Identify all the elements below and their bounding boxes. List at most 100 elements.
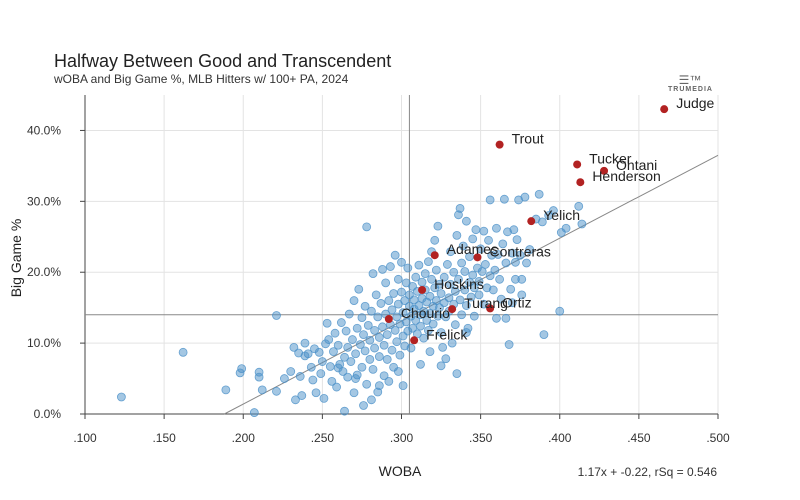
scatter-point: [389, 289, 398, 298]
scatter-point: [336, 318, 346, 327]
scatter-point: [444, 293, 454, 303]
scatter-point: [561, 223, 571, 233]
scatter-point: [403, 263, 413, 273]
scatter-point: [363, 320, 373, 330]
scatter-point: [393, 274, 403, 284]
scatter-point: [392, 337, 402, 347]
scatter-point: [461, 328, 471, 337]
scatter-point: [476, 244, 486, 254]
scatter-point: [362, 222, 372, 232]
scatter-point: [488, 285, 498, 295]
scatter-point: [368, 269, 378, 279]
scatter-point: [436, 289, 446, 298]
scatter-point: [382, 330, 392, 340]
point-label: Contreras: [489, 243, 550, 259]
scatter-point: [367, 306, 376, 316]
scatter-point: [460, 285, 470, 295]
scatter-point: [368, 364, 378, 374]
scatter-point: [496, 294, 506, 304]
scatter-point: [549, 206, 558, 215]
scatter-point: [455, 204, 465, 213]
scatter-point: [424, 257, 433, 266]
scatter-point: [474, 277, 484, 286]
highlighted-point: [660, 105, 669, 114]
scatter-point: [501, 258, 511, 268]
scatter-point: [387, 305, 397, 315]
y-tick-label: 20.0%: [27, 265, 61, 279]
scatter-point: [446, 279, 455, 289]
highlighted-point: [418, 285, 427, 294]
scatter-point: [490, 265, 500, 275]
scatter-point: [416, 321, 425, 331]
scatter-point: [341, 326, 351, 336]
highlighted-point: [576, 178, 585, 187]
scatter-point: [465, 277, 474, 287]
point-label: Ortiz: [502, 294, 532, 310]
scatter-point: [450, 320, 460, 330]
scatter-point: [507, 248, 517, 258]
scatter-point: [390, 325, 400, 335]
scatter-point: [501, 313, 511, 323]
point-label: Henderson: [592, 168, 661, 184]
scatter-point: [374, 381, 384, 391]
scatter-point: [460, 267, 470, 276]
scatter-point: [539, 330, 549, 340]
scatter-point: [322, 318, 332, 328]
scatter-point: [397, 287, 406, 297]
scatter-point: [520, 192, 530, 202]
point-label: Hoskins: [434, 276, 484, 292]
scatter-point: [295, 372, 305, 381]
scatter-point: [379, 340, 389, 350]
scatter-point: [517, 290, 527, 300]
scatter-point: [492, 313, 501, 323]
scatter-point: [365, 355, 375, 364]
scatter-point: [332, 382, 342, 392]
scatter-point: [450, 286, 460, 296]
scatter-point: [468, 270, 478, 280]
scatter-point: [479, 299, 489, 309]
scatter-point: [393, 367, 403, 376]
x-axis-label: WOBA: [378, 463, 422, 479]
scatter-point: [329, 347, 338, 357]
scatter-point: [512, 235, 522, 245]
point-label: Frelick: [426, 326, 468, 342]
highlighted-point: [527, 217, 536, 226]
scatter-point: [477, 267, 487, 276]
scatter-point: [349, 296, 359, 305]
fit-equation: 1.17x + -0.22, rSq = 0.546: [577, 465, 717, 479]
scatter-point: [116, 392, 126, 402]
highlighted-points: [384, 105, 669, 345]
scatter-point: [411, 316, 421, 325]
scatter-point: [425, 347, 435, 357]
scatter-point: [381, 278, 391, 288]
scatter-point: [333, 340, 343, 350]
scatter-point: [454, 274, 463, 284]
scatter-point: [344, 309, 354, 319]
highlighted-point: [448, 305, 457, 314]
scatter-point: [311, 388, 321, 398]
point-label: Yelich: [543, 207, 580, 223]
scatter-point: [427, 274, 436, 284]
x-tick-label: .350: [469, 431, 493, 445]
scatter-point: [458, 241, 468, 251]
scatter-point: [360, 346, 370, 356]
scatter-point: [493, 250, 503, 259]
scatter-point: [446, 247, 455, 257]
scatter-point: [362, 379, 372, 389]
scatter-point: [392, 312, 402, 322]
point-label: Turang: [464, 295, 508, 311]
scatter-point: [371, 290, 381, 300]
scatter-point: [439, 272, 449, 282]
scatter-point: [395, 350, 405, 360]
x-tick-label: .450: [627, 431, 651, 445]
y-axis-label: Big Game %: [8, 218, 24, 298]
scatter-point: [411, 272, 421, 282]
highlighted-point: [486, 304, 495, 313]
scatter-point: [442, 260, 452, 269]
scatter-point: [272, 386, 281, 396]
scatter-point: [484, 235, 493, 245]
axes: .100 .150 .200 .250 .300 .350 .400 .450 .500 0.0%…: [27, 95, 730, 445]
scatter-point: [382, 355, 392, 364]
